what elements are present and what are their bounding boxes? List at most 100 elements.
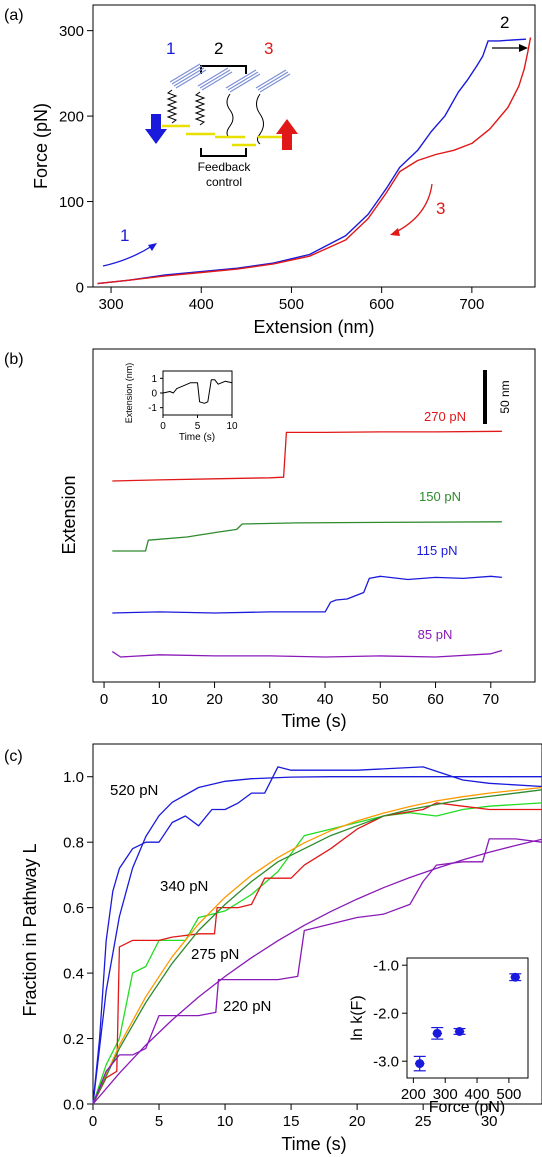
x-tick-label: 20 bbox=[349, 1113, 366, 1130]
curve-275-pn bbox=[92, 802, 542, 1105]
x-tick-label: 40 bbox=[317, 691, 334, 708]
panel-b-frame bbox=[92, 348, 536, 683]
panel-b-series-labels: 270 pN 150 pN 115 pN 85 pN bbox=[417, 409, 466, 642]
x-tick-label: 5 bbox=[155, 1113, 163, 1130]
inset-b-x-ticks: 0 5 10 bbox=[160, 415, 238, 432]
panel-a-series bbox=[97, 37, 532, 285]
inset-b-y-ticks: -1 0 1 bbox=[148, 374, 163, 414]
down-arrow-icon bbox=[145, 114, 167, 144]
x-tick-label: 300 bbox=[433, 1086, 458, 1103]
y-tick-label: 1.0 bbox=[63, 769, 84, 786]
panel-c: (c) 0 5 10 15 20 25 30 0.0 0.2 0.4 0.6 0.8 1.0 Time… bbox=[4, 743, 542, 1154]
inset-c-y-ticks: -1.0 -2.0 -3.0 bbox=[373, 957, 407, 1070]
x-tick-label: 10 bbox=[151, 691, 168, 708]
feedback-schematic: 1 2 3 bbox=[145, 39, 298, 189]
trace-270-pn bbox=[112, 430, 502, 482]
molecule-springs bbox=[166, 89, 264, 145]
x-tick-label: 30 bbox=[261, 691, 278, 708]
label-340-pn: 340 pN bbox=[160, 878, 208, 895]
surface-bars bbox=[162, 124, 282, 147]
fit-curve-7 bbox=[92, 838, 542, 1105]
schematic-label-2: 2 bbox=[214, 39, 223, 58]
fit-curve-5 bbox=[92, 789, 542, 1105]
x-tick-label: 5 bbox=[195, 421, 201, 432]
label-520-pn: 520 pN bbox=[110, 782, 158, 799]
point-marker bbox=[455, 1026, 465, 1036]
y-tick-label: 0.4 bbox=[63, 965, 84, 982]
x-tick-label: 60 bbox=[427, 691, 444, 708]
x-tick-label: 0 bbox=[89, 1113, 97, 1130]
panel-c-inset: 200 300 400 500 -1.0 -2.0 -3.0 Force (pN) ln … bbox=[349, 957, 529, 1116]
inset-c-x-label: Force (pN) bbox=[429, 1099, 505, 1116]
panel-c-x-ticks: 0 5 10 15 20 25 30 bbox=[89, 1104, 498, 1130]
point-marker bbox=[510, 972, 520, 982]
trace-label: 150 pN bbox=[419, 489, 461, 504]
panel-a-tag: (a) bbox=[4, 7, 24, 24]
wavy-chain-2 bbox=[226, 93, 234, 139]
y-tick-label: 0.0 bbox=[63, 1096, 84, 1113]
wavy-chain-3 bbox=[256, 93, 264, 145]
point-marker bbox=[415, 1059, 425, 1069]
panel-a-frame bbox=[92, 4, 536, 288]
x-tick-label: 30 bbox=[481, 1113, 498, 1130]
trace-label: 85 pN bbox=[418, 627, 453, 642]
y-tick-label: 0 bbox=[76, 279, 84, 296]
panel-b-x-label: Time (s) bbox=[281, 711, 346, 731]
label-275-pn: 275 pN bbox=[191, 946, 239, 963]
panel-b-y-label: Extension bbox=[59, 475, 79, 554]
arrow-1-head bbox=[148, 243, 157, 251]
data-point bbox=[509, 972, 522, 982]
x-tick-label: 15 bbox=[283, 1113, 300, 1130]
y-tick-label: 0 bbox=[151, 389, 157, 400]
fit-curve-4 bbox=[92, 786, 542, 1105]
y-tick-label: 300 bbox=[59, 23, 84, 40]
arrow-3-head bbox=[390, 228, 400, 236]
data-point bbox=[413, 1055, 426, 1072]
y-tick-label: -1 bbox=[148, 403, 157, 414]
trace-85-pn bbox=[111, 649, 503, 658]
fit-curve-1 bbox=[92, 776, 542, 1105]
tip-icon bbox=[197, 67, 233, 91]
annotation-2: 2 bbox=[500, 13, 509, 32]
tip-icon bbox=[169, 63, 207, 89]
panel-c-x-label: Time (s) bbox=[281, 1134, 346, 1154]
x-tick-label: 300 bbox=[99, 296, 124, 313]
x-tick-label: 50 bbox=[372, 691, 389, 708]
trace-150-pn bbox=[112, 521, 502, 552]
spring-1 bbox=[166, 89, 178, 124]
panel-a: (a) 300 400 500 600 700 0 100 200 300 Extension… bbox=[4, 4, 536, 337]
panel-c-frame bbox=[92, 743, 542, 1105]
series-retract-line bbox=[97, 38, 527, 285]
inset-b-y-label: Extension (nm) bbox=[124, 363, 134, 424]
inset-trace-line bbox=[162, 379, 233, 404]
panel-c-y-ticks: 0.0 0.2 0.4 0.6 0.8 1.0 bbox=[63, 769, 93, 1113]
y-tick-label: 200 bbox=[59, 108, 84, 125]
panel-c-tag: (c) bbox=[4, 748, 23, 765]
panel-b-tag: (b) bbox=[4, 351, 24, 368]
x-tick-label: 10 bbox=[217, 1113, 234, 1130]
panel-a-y-label: Force (pN) bbox=[31, 103, 51, 189]
x-tick-label: 500 bbox=[279, 296, 304, 313]
series-approach-line bbox=[97, 37, 532, 285]
tip-icon bbox=[225, 69, 261, 93]
y-tick-label: -1.0 bbox=[373, 957, 399, 974]
inset-c-x-ticks: 200 300 400 500 bbox=[401, 1078, 521, 1103]
panel-b-inset: 0 5 10 -1 0 1 Time (s) Extension (nm) bbox=[124, 363, 238, 443]
inset-b-x-label: Time (s) bbox=[179, 432, 215, 443]
y-tick-label: -3.0 bbox=[373, 1053, 399, 1070]
x-tick-label: 20 bbox=[206, 691, 223, 708]
y-tick-label: 0.2 bbox=[63, 1031, 84, 1048]
scale-bar-label: 50 nm bbox=[498, 380, 512, 413]
x-tick-label: 25 bbox=[415, 1113, 432, 1130]
y-tick-label: 1 bbox=[151, 374, 157, 385]
panel-a-y-ticks: 0 100 200 300 bbox=[59, 23, 93, 296]
x-tick-label: 0 bbox=[100, 691, 108, 708]
panel-c-series bbox=[92, 766, 542, 1105]
arrow-3-curve bbox=[395, 183, 433, 233]
label-220-pn: 220 pN bbox=[223, 998, 271, 1015]
panel-a-x-label: Extension (nm) bbox=[253, 317, 374, 337]
up-arrow-icon bbox=[276, 119, 298, 150]
trace-label: 270 pN bbox=[424, 409, 466, 424]
point-marker bbox=[432, 1028, 442, 1038]
